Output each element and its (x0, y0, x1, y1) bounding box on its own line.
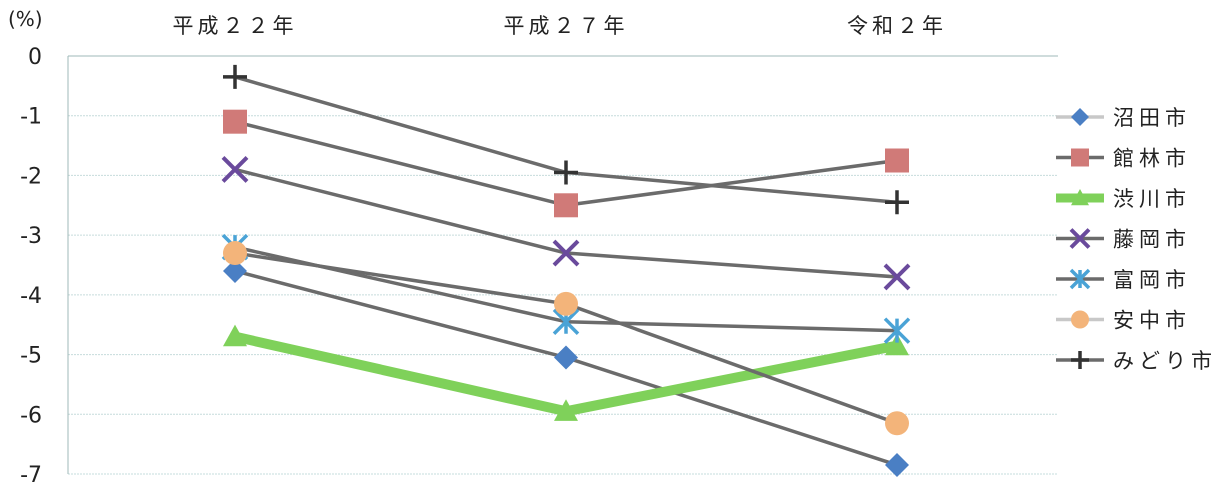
series-markers (221, 64, 911, 478)
legend-marker-5 (1071, 310, 1089, 329)
legend-label-6: みどり市 (1113, 349, 1217, 373)
legend-marker-1 (1071, 148, 1089, 167)
data-point-2-1 (554, 399, 578, 421)
data-point-5-1 (554, 291, 578, 316)
y-tick-label-4: -4 (20, 284, 42, 309)
plot-frame (67, 55, 1058, 474)
data-point-3-2 (883, 263, 911, 291)
data-point-6-1 (554, 160, 578, 185)
y-tick-label-7: -7 (20, 463, 42, 488)
data-point-1-0 (223, 109, 247, 134)
data-point-0-1 (554, 345, 578, 370)
data-point-0-2 (885, 453, 909, 478)
data-point-5-2 (885, 411, 909, 436)
y-axis-tick-labels: 0 -1 -2 -3 -4 -5 -6 -7 (20, 45, 42, 488)
legend-marker-2 (1071, 189, 1089, 206)
series-line-3 (234, 167, 898, 279)
legend-marker-4 (1069, 268, 1091, 290)
data-point-3-1 (552, 239, 580, 267)
category-label-1: 平成２７年 (504, 14, 629, 38)
legend-label-4: 富岡市 (1113, 268, 1191, 292)
data-point-1-1 (554, 193, 578, 218)
data-point-2-0 (223, 324, 247, 347)
y-tick-label-3: -3 (20, 224, 42, 249)
legend-label-0: 沼田市 (1113, 106, 1191, 130)
legend-label-5: 安中市 (1113, 309, 1191, 333)
data-point-2-2 (885, 333, 909, 356)
category-label-0: 平成２２年 (173, 14, 298, 38)
y-unit-label: (%) (8, 7, 43, 31)
data-point-6-0 (223, 64, 247, 89)
legend-label-2: 渋川市 (1113, 187, 1191, 211)
legend-marker-3 (1069, 228, 1091, 249)
y-tick-label-0: 0 (28, 45, 42, 70)
data-point-1-2 (885, 148, 909, 173)
y-tick-label-6: -6 (20, 403, 42, 428)
x-axis-category-labels: 平成２２年 平成２７年 令和２年 (173, 14, 947, 38)
category-label-2: 令和２年 (847, 14, 947, 38)
data-point-5-0 (223, 241, 247, 266)
y-tick-label-2: -2 (20, 164, 42, 189)
y-tick-label-5: -5 (20, 344, 42, 369)
y-tick-label-1: -1 (20, 105, 42, 130)
data-point-6-2 (885, 190, 909, 215)
data-point-4-2 (883, 317, 911, 344)
series-line-5 (234, 251, 898, 425)
legend-marker-0 (1071, 108, 1089, 126)
legend-marker-6 (1071, 351, 1089, 369)
legend-label-1: 館林市 (1113, 147, 1191, 171)
data-point-3-0 (221, 156, 249, 183)
data-point-0-0 (223, 258, 247, 283)
legend-label-3: 藤岡市 (1113, 228, 1191, 252)
